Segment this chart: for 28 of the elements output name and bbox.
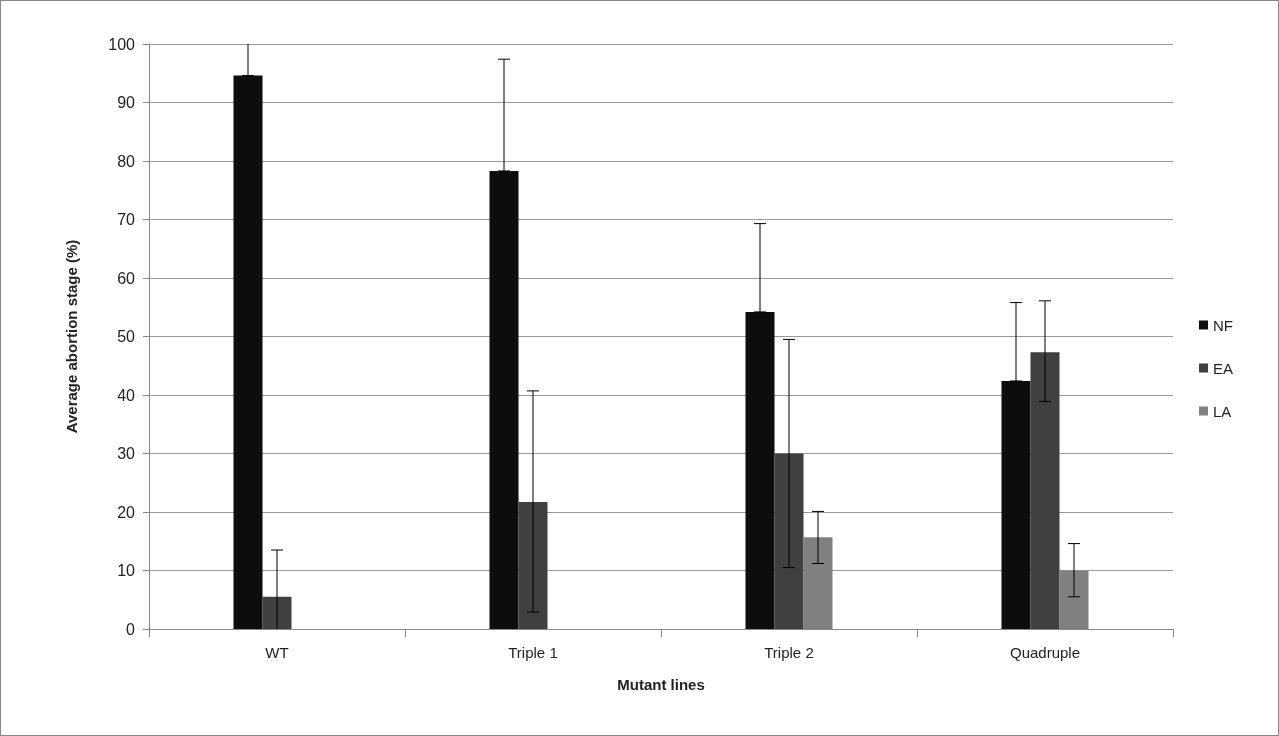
bar — [1030, 352, 1060, 629]
bar — [518, 502, 548, 629]
y-tick-label: 40 — [117, 386, 136, 404]
y-tick-label: 50 — [117, 328, 136, 345]
y-tick-label: 80 — [117, 152, 136, 170]
legend-label: NF — [1212, 316, 1233, 334]
y-tick-label: 10 — [117, 562, 136, 579]
bar — [262, 596, 292, 629]
y-tick-label: 70 — [117, 211, 136, 228]
legend-label: EA — [1212, 359, 1234, 377]
legend-label: LA — [1212, 402, 1232, 420]
y-tick-label: 100 — [108, 35, 136, 53]
bar — [1001, 380, 1031, 629]
bar — [233, 75, 263, 629]
y-tick-label: 20 — [117, 503, 136, 521]
x-tick-label: WT — [265, 644, 289, 661]
x-axis-title: Mutant lines — [617, 676, 705, 693]
y-tick-label: 0 — [126, 620, 136, 638]
bar — [489, 170, 519, 629]
bar — [745, 311, 775, 629]
y-tick-label: 90 — [117, 94, 136, 111]
y-tick-label: 30 — [117, 445, 136, 462]
y-tick-label: 60 — [117, 269, 136, 287]
y-axis-title: Average abortion stage (%) — [63, 239, 80, 434]
x-tick-label: Quadruple — [1009, 644, 1081, 661]
x-tick-label: Triple 2 — [764, 644, 814, 661]
bar — [774, 453, 804, 629]
x-tick-label: Triple 1 — [508, 644, 558, 661]
